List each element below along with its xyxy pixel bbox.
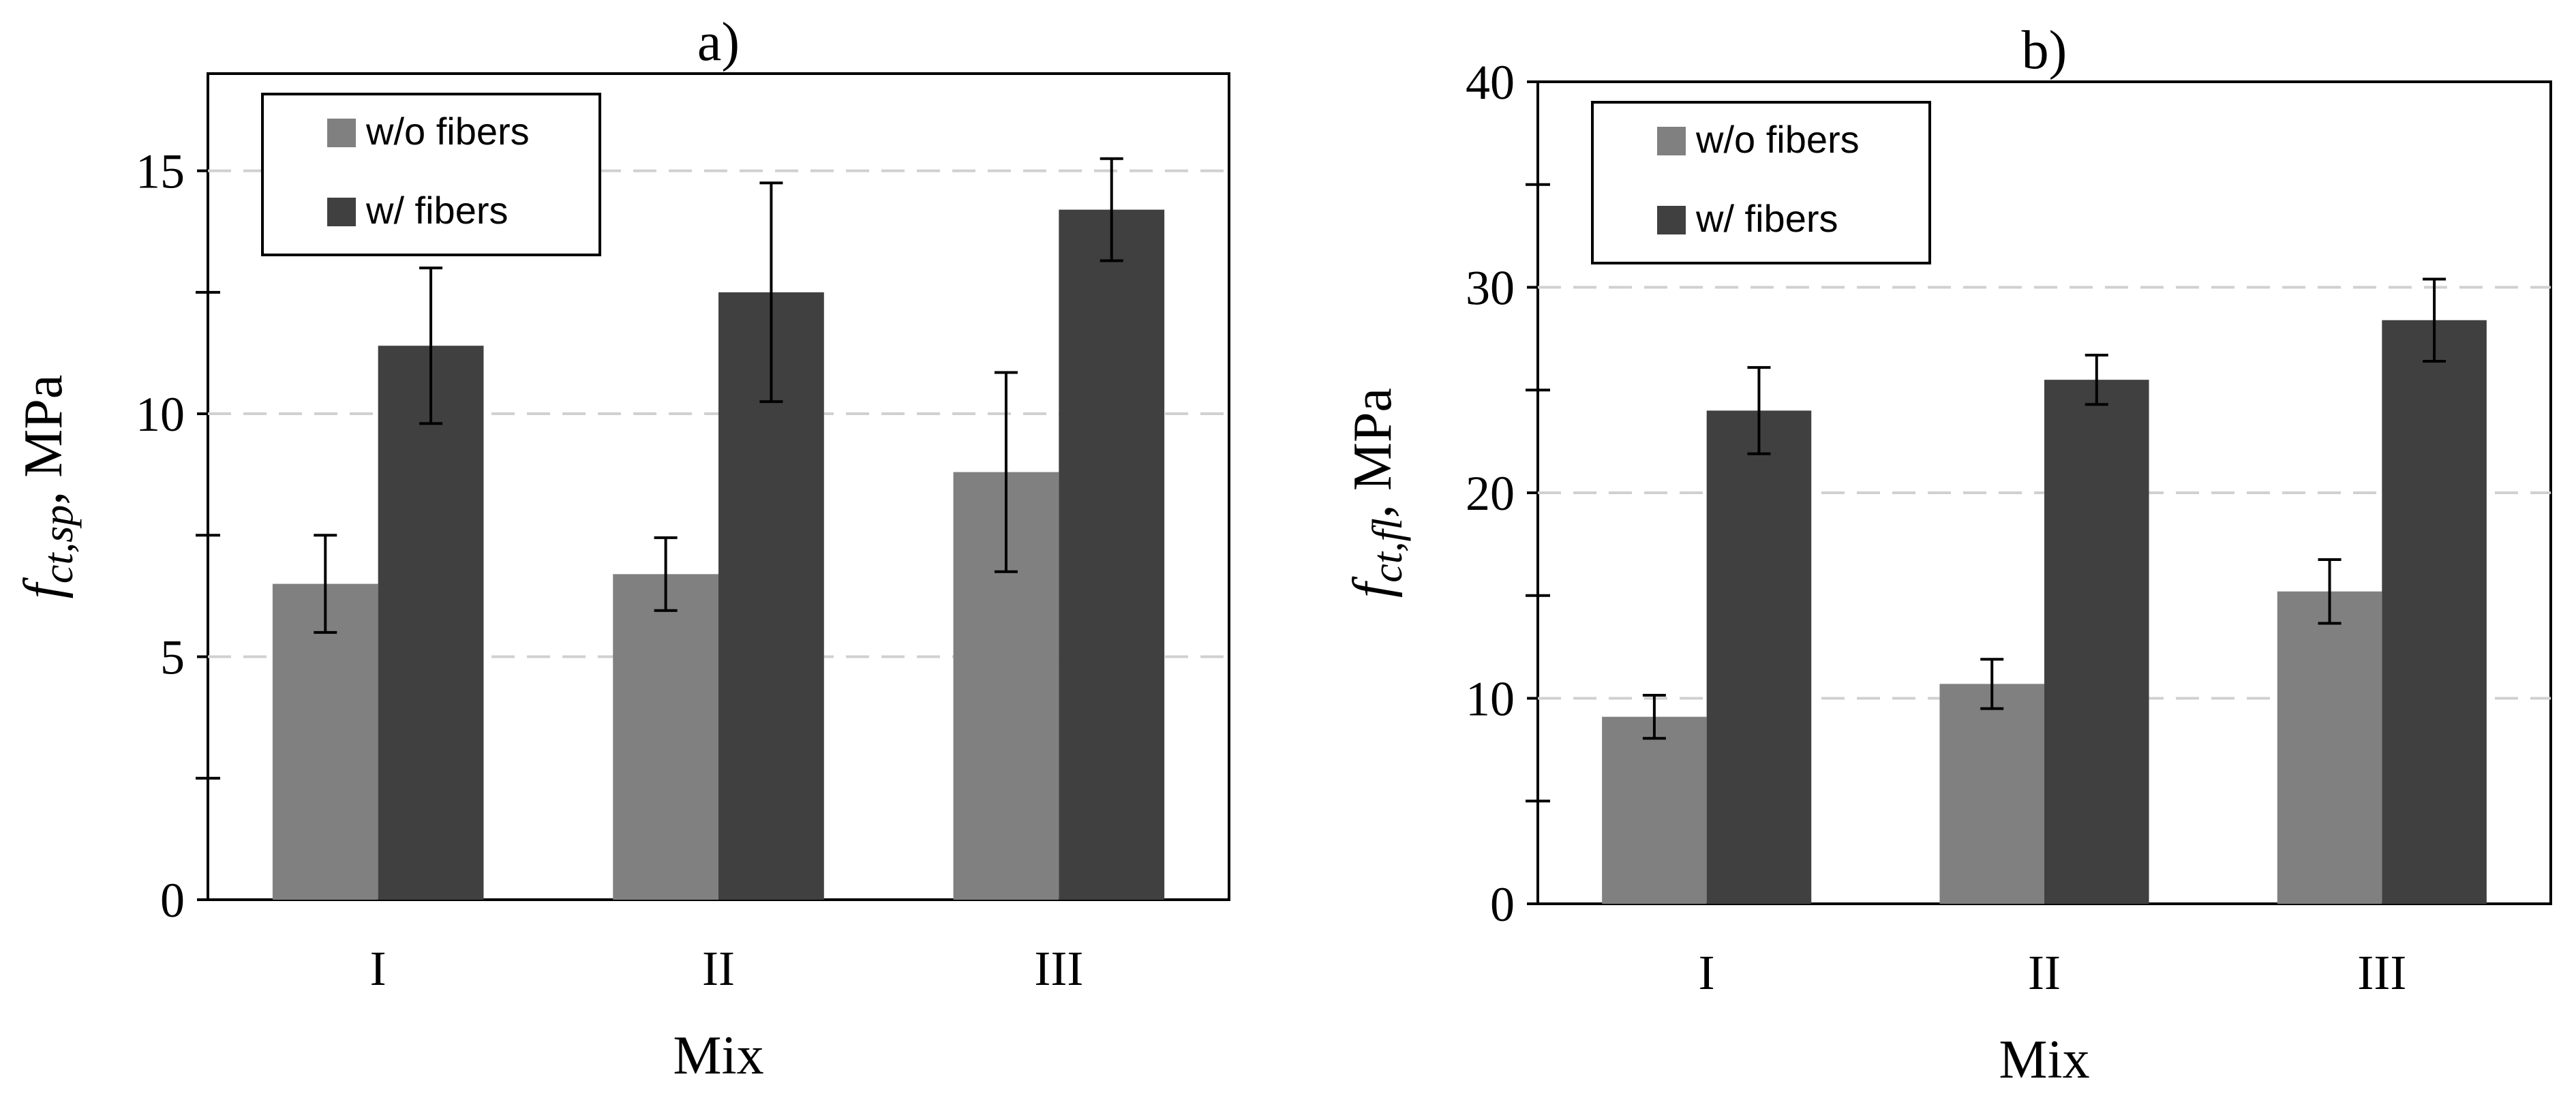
y-tick-label: 5 — [160, 630, 185, 685]
bar-without-fibers-II — [1939, 684, 2044, 904]
error-bar — [1747, 366, 1771, 455]
legend-box — [1591, 101, 1931, 264]
y-axis-subscript: ct,fl — [1365, 518, 1411, 583]
y-tick-label: 15 — [136, 144, 185, 199]
bar-without-fibers-III — [2277, 591, 2382, 904]
y-axis-unit: , MPa — [1343, 388, 1403, 518]
legend-label-without-fibers: w/o fibers — [365, 110, 530, 153]
error-bar — [1642, 693, 1666, 740]
panel-title: b) — [2022, 20, 2067, 80]
x-tick-label: III — [2357, 945, 2406, 1000]
y-tick-label: 0 — [160, 873, 185, 928]
error-bar — [1980, 658, 2004, 710]
error-bar — [654, 536, 678, 612]
x-tick-label: II — [702, 941, 735, 996]
error-bar — [759, 181, 783, 404]
legend-swatch-without-fibers — [327, 119, 356, 147]
bar-without-fibers-I — [1602, 716, 1707, 904]
bar-with-fibers-I — [378, 346, 484, 900]
x-axis-title: Mix — [1999, 1030, 2089, 1090]
bar-with-fibers-I — [1706, 410, 1812, 904]
y-tick-label: 10 — [136, 387, 185, 442]
bar-with-fibers-III — [1059, 209, 1165, 900]
panel-title: a) — [697, 12, 740, 72]
y-tick-label: 20 — [1466, 466, 1515, 521]
error-bar — [994, 371, 1018, 573]
legend-label-without-fibers: w/o fibers — [1695, 118, 1860, 161]
error-bar — [2085, 353, 2108, 406]
y-axis-subscript: ct,sp — [35, 505, 82, 583]
legend: w/o fibers w/ fibers — [261, 93, 601, 256]
error-bar — [2423, 277, 2446, 363]
error-bar — [314, 534, 337, 634]
y-tick-label: 40 — [1466, 55, 1515, 110]
y-axis-title: fct,sp, MPa — [14, 375, 82, 599]
y-axis-title: fct,fl, MPa — [1343, 388, 1411, 598]
legend-label-with-fibers: w/ fibers — [365, 189, 509, 232]
bar-with-fibers-III — [2382, 320, 2487, 904]
x-tick-label: I — [1699, 945, 1715, 1000]
legend-box — [261, 93, 601, 256]
legend-label-with-fibers: w/ fibers — [1695, 197, 1838, 240]
x-axis-title: Mix — [673, 1026, 763, 1086]
x-tick-label: I — [370, 941, 387, 996]
error-bar — [419, 267, 443, 425]
legend-swatch-without-fibers — [1657, 127, 1686, 155]
y-axis-unit: , MPa — [14, 375, 74, 505]
bar-without-fibers-II — [613, 574, 718, 900]
y-tick-label: 0 — [1490, 877, 1515, 932]
x-tick-label: III — [1034, 941, 1083, 996]
y-tick-label: 10 — [1466, 672, 1515, 727]
bar-with-fibers-II — [2044, 380, 2149, 904]
y-tick-label: 30 — [1466, 261, 1515, 316]
x-tick-label: II — [2028, 945, 2061, 1000]
bar-without-fibers-I — [272, 583, 378, 900]
error-bar — [1100, 157, 1123, 262]
legend: w/o fibers w/ fibers — [1591, 101, 1931, 264]
legend-swatch-with-fibers — [327, 198, 356, 226]
legend-swatch-with-fibers — [1657, 206, 1686, 234]
error-bar — [2318, 558, 2342, 625]
